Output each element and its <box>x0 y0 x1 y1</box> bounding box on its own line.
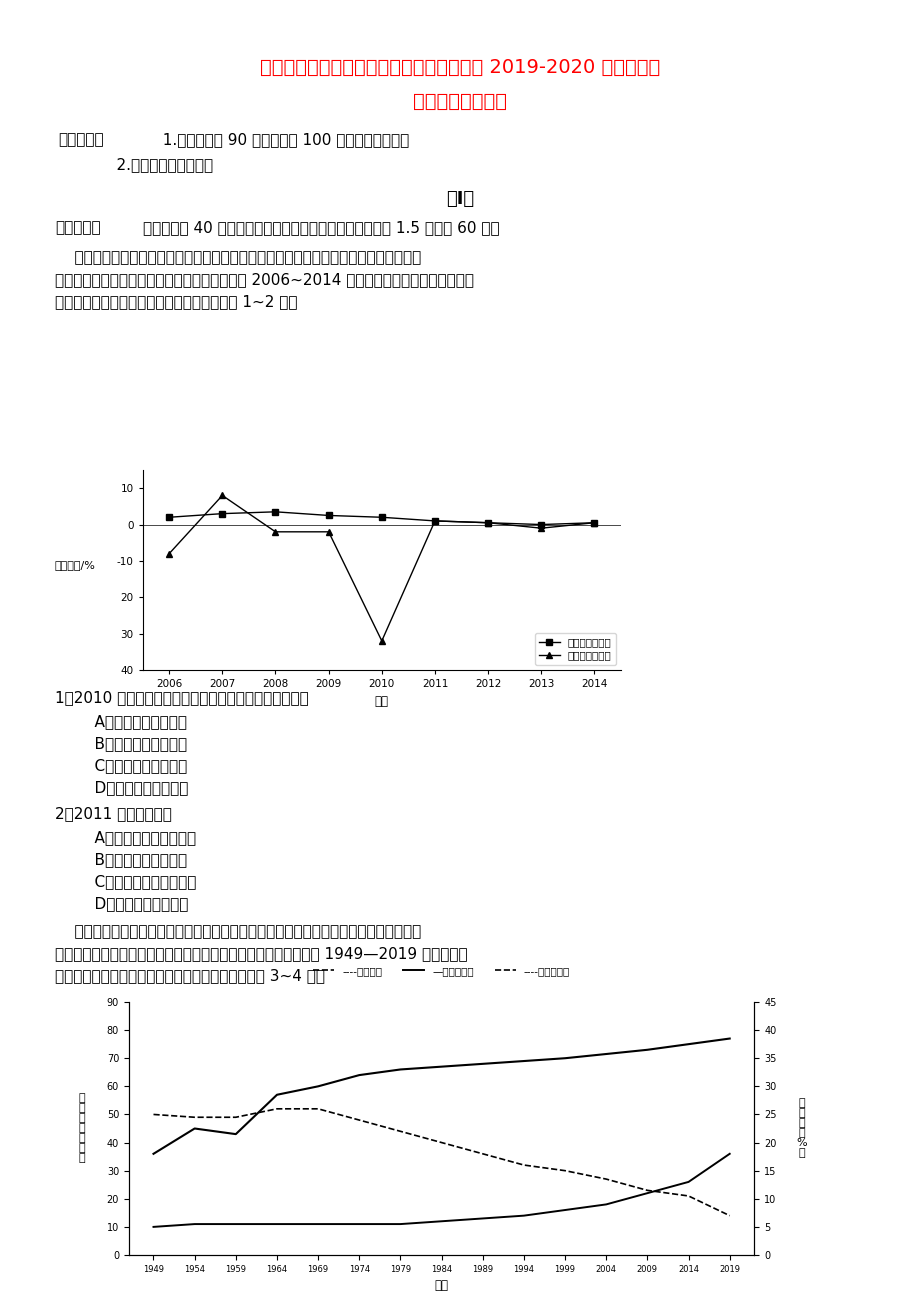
----少儿抚养比 <box>271 1101 282 1117</box>
----预期寿命 <box>354 1068 365 1083</box>
X-axis label: 年份: 年份 <box>434 1280 448 1293</box>
—老年抚养比 <box>600 1197 611 1212</box>
—老年抚养比 <box>148 1219 159 1234</box>
Y-axis label: 预
期
寿
命
（
岁
）: 预 期 寿 命 （ 岁 ） <box>78 1094 85 1164</box>
----预期寿命 <box>271 1087 282 1103</box>
Legend: ----预期寿命, —老年抚养比, ----少儿抚养比: ----预期寿命, —老年抚养比, ----少儿抚养比 <box>309 962 573 980</box>
----少儿抚养比 <box>723 1208 734 1224</box>
Y-axis label: 年增长率/%: 年增长率/% <box>54 560 96 570</box>
----预期寿命 <box>230 1126 241 1142</box>
Text: 2.考试完毕交答题卡。: 2.考试完毕交答题卡。 <box>58 158 213 172</box>
Text: 考试说明：: 考试说明： <box>58 132 104 147</box>
Text: 第Ⅰ卷: 第Ⅰ卷 <box>446 190 473 208</box>
----预期寿命 <box>600 1047 611 1062</box>
Text: 籍人口与常住人口年增长率的变化。据此完成 1~2 题。: 籍人口与常住人口年增长率的变化。据此完成 1~2 题。 <box>55 294 297 309</box>
—老年抚养比 <box>559 1202 570 1217</box>
----预期寿命 <box>394 1061 405 1077</box>
—老年抚养比 <box>723 1146 734 1161</box>
—老年抚养比 <box>436 1213 447 1229</box>
----少儿抚养比 <box>436 1135 447 1151</box>
----少儿抚养比 <box>517 1157 528 1173</box>
Text: D．人口数量趋于稳定: D．人口数量趋于稳定 <box>75 896 188 911</box>
----预期寿命 <box>189 1121 200 1137</box>
----少儿抚养比 <box>148 1107 159 1122</box>
Y-axis label: 抚
养
比
（
%
）: 抚 养 比 （ % ） <box>796 1099 806 1159</box>
----少儿抚养比 <box>189 1109 200 1125</box>
Text: 吉林省长春市汽车经济技术开发区第六中学 2019-2020 学年高一地: 吉林省长春市汽车经济技术开发区第六中学 2019-2020 学年高一地 <box>259 59 660 77</box>
Line: ----预期寿命: ----预期寿命 <box>153 1039 729 1154</box>
Text: 户籍人口是指依法在某地公安户籍管理机关登记了户口的人口。常住人口是指实际居住: 户籍人口是指依法在某地公安户籍管理机关登记了户口的人口。常住人口是指实际居住 <box>55 250 421 266</box>
----预期寿命 <box>682 1036 693 1052</box>
----少儿抚养比 <box>559 1163 570 1178</box>
----预期寿命 <box>148 1146 159 1161</box>
Text: （本题包括 40 个小题，每小题只有一个正确选项，每小题 1.5 分，共 60 分）: （本题包括 40 个小题，每小题只有一个正确选项，每小题 1.5 分，共 60 … <box>142 220 499 234</box>
----少儿抚养比 <box>600 1172 611 1187</box>
—老年抚养比 <box>641 1185 652 1200</box>
----少儿抚养比 <box>641 1182 652 1198</box>
—老年抚养比 <box>394 1216 405 1232</box>
Text: 在某地一定时间（半年以上）的人口。下图示意 2006~2014 年珠三角地区某地级市一街道户: 在某地一定时间（半年以上）的人口。下图示意 2006~2014 年珠三角地区某地… <box>55 272 473 286</box>
----少儿抚养比 <box>477 1146 488 1161</box>
----少儿抚养比 <box>354 1112 365 1128</box>
----预期寿命 <box>477 1056 488 1072</box>
----预期寿命 <box>723 1031 734 1047</box>
—老年抚养比 <box>271 1216 282 1232</box>
—老年抚养比 <box>312 1216 323 1232</box>
----少儿抚养比 <box>312 1101 323 1117</box>
Legend: 户籍人口年增长, 常住人口年增长: 户籍人口年增长, 常住人口年增长 <box>534 633 615 665</box>
----预期寿命 <box>641 1042 652 1057</box>
Text: 2．2011 年后，该街道: 2．2011 年后，该街道 <box>55 806 172 822</box>
Text: D．外出旅游人员剧增: D．外出旅游人员剧增 <box>75 780 188 796</box>
Text: B．外出务工人员剧减: B．外出务工人员剧减 <box>75 736 187 751</box>
Text: 1.考试时间为 90 分钟，满分 100 分，选择题涂卡。: 1.考试时间为 90 分钟，满分 100 分，选择题涂卡。 <box>153 132 409 147</box>
Line: —老年抚养比: —老年抚养比 <box>153 1154 729 1226</box>
—老年抚养比 <box>189 1216 200 1232</box>
—老年抚养比 <box>230 1216 241 1232</box>
----少儿抚养比 <box>682 1189 693 1204</box>
----预期寿命 <box>517 1053 528 1069</box>
—老年抚养比 <box>477 1211 488 1226</box>
----预期寿命 <box>559 1051 570 1066</box>
Text: C．外来务工人员剧减: C．外来务工人员剧减 <box>75 758 187 773</box>
Text: B．老年人口比例下降: B．老年人口比例下降 <box>75 852 187 867</box>
X-axis label: 年份: 年份 <box>374 694 389 707</box>
----少儿抚养比 <box>230 1109 241 1125</box>
Text: 一、选择题: 一、选择题 <box>55 220 100 234</box>
Text: C．劳动力缺口逐渐缩小: C．劳动力缺口逐渐缩小 <box>75 874 196 889</box>
Text: 抚养比是指在人口当中，非劳动年龄人口对劳动年龄人口数之比。抚养比较低阶段，为: 抚养比是指在人口当中，非劳动年龄人口对劳动年龄人口数之比。抚养比较低阶段，为 <box>55 924 421 939</box>
Text: 经济发展创造了有利的人口条件，称为人口红利期。下图示意我国 1949—2019 年人口老年: 经济发展创造了有利的人口条件，称为人口红利期。下图示意我国 1949—2019 … <box>55 947 467 961</box>
Text: 1．2010 年该街道常住人口大幅度减少，表明该街道当年: 1．2010 年该街道常住人口大幅度减少，表明该街道当年 <box>55 690 309 704</box>
----预期寿命 <box>436 1059 447 1074</box>
Text: 理下学期期中试题: 理下学期期中试题 <box>413 92 506 111</box>
Text: A．劳动力需求量剧增: A．劳动力需求量剧增 <box>75 713 187 729</box>
Line: ----少儿抚养比: ----少儿抚养比 <box>153 1109 729 1216</box>
Text: 抚养比、少儿抚养比及预期寿命变化情况。据此完成 3~4 题。: 抚养比、少儿抚养比及预期寿命变化情况。据此完成 3~4 题。 <box>55 967 324 983</box>
----少儿抚养比 <box>394 1124 405 1139</box>
—老年抚养比 <box>354 1216 365 1232</box>
—老年抚养比 <box>517 1208 528 1224</box>
Text: A．人口出生率大幅提高: A．人口出生率大幅提高 <box>75 829 196 845</box>
—老年抚养比 <box>682 1174 693 1190</box>
----预期寿命 <box>312 1078 323 1094</box>
